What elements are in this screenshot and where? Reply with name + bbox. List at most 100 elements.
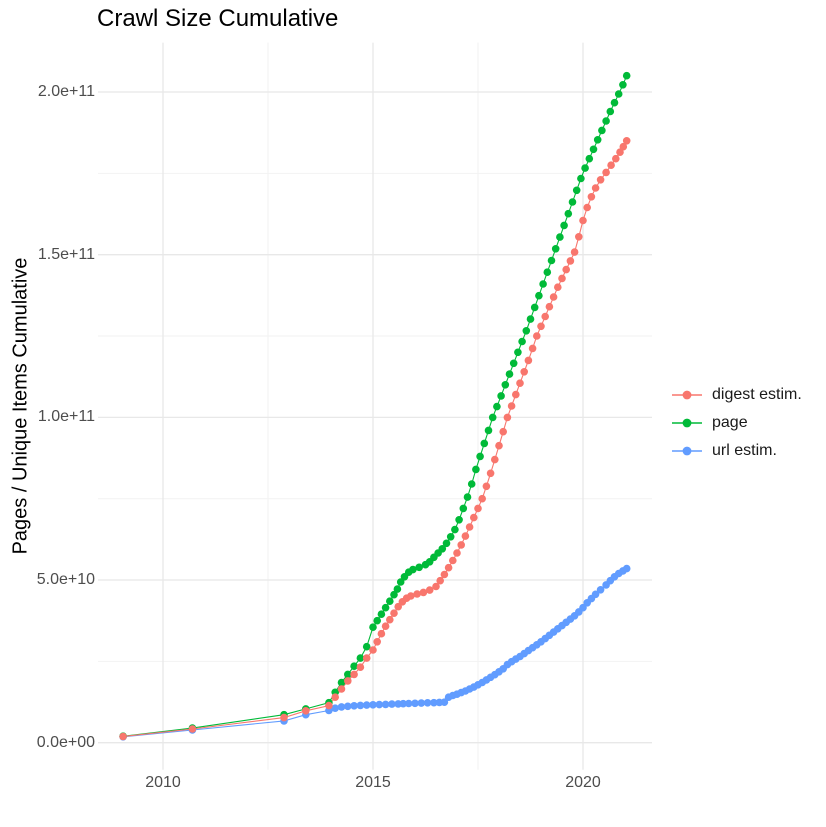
series-line-digest-estim [123, 140, 628, 738]
data-point [610, 98, 619, 107]
x-tick-label: 2015 [355, 774, 391, 791]
data-point [344, 670, 352, 679]
data-point [356, 654, 365, 662]
legend-item: url estim. [670, 437, 802, 465]
data-point [440, 570, 449, 579]
data-point [537, 322, 545, 331]
data-point [512, 390, 520, 399]
data-point [423, 699, 432, 707]
data-point [526, 315, 535, 323]
data-point [369, 623, 377, 631]
data-point [373, 638, 382, 646]
data-point [522, 327, 531, 335]
data-point [388, 700, 396, 708]
data-point [566, 257, 575, 265]
y-tick-label: 0.0e+00 [36, 733, 95, 751]
data-point [337, 678, 346, 687]
data-point [509, 359, 518, 368]
data-point [583, 203, 591, 212]
x-tick-label: 2010 [145, 774, 181, 791]
data-point [476, 452, 484, 461]
data-point [465, 523, 474, 531]
data-point [369, 701, 377, 709]
data-point [551, 245, 560, 253]
data-point [581, 164, 589, 172]
data-point [399, 699, 408, 708]
data-point [356, 701, 365, 710]
y-tick-label: 1.0e+11 [37, 408, 95, 426]
data-point [407, 592, 415, 600]
legend-key-icon [672, 390, 702, 400]
legend-item: page [670, 409, 802, 437]
data-point [362, 701, 371, 709]
data-point [539, 280, 547, 288]
data-point [547, 256, 556, 265]
data-point [377, 629, 386, 638]
data-point [491, 455, 499, 464]
data-point [606, 107, 615, 116]
data-point [442, 539, 451, 548]
data-point [459, 504, 468, 513]
data-point [524, 356, 533, 365]
data-point [436, 576, 445, 585]
legend-key-icon [672, 446, 702, 456]
data-point [325, 701, 333, 710]
data-point [362, 654, 371, 662]
data-point [417, 699, 426, 707]
data-point [350, 670, 358, 679]
data-point [501, 381, 510, 389]
data-point [484, 426, 493, 435]
data-point [470, 513, 478, 522]
data-point [396, 578, 405, 586]
data-point [619, 142, 628, 151]
data-point [413, 590, 421, 598]
data-point [535, 291, 543, 300]
gridlines-major [98, 42, 652, 770]
data-point [449, 556, 457, 565]
data-point [507, 402, 516, 410]
data-point [369, 646, 377, 654]
data-point [337, 703, 346, 711]
data-point [381, 700, 390, 709]
data-point [612, 154, 620, 163]
data-point [495, 441, 503, 450]
series-points-page [119, 71, 631, 740]
data-point [474, 504, 482, 513]
data-point [356, 663, 365, 671]
data-point [616, 148, 624, 156]
chart-title: Crawl Size Cumulative [97, 5, 339, 32]
data-point [558, 274, 566, 283]
data-point [602, 117, 610, 125]
data-point [622, 137, 631, 145]
data-point [528, 344, 537, 353]
data-point [493, 402, 501, 411]
data-point [188, 725, 197, 733]
data-point [596, 586, 605, 594]
y-axis-title: Pages / Unique Items Cumulative [9, 257, 32, 555]
data-point [505, 370, 514, 378]
data-point [564, 209, 573, 218]
legend: digest estim. page url estim. [670, 381, 802, 465]
y-tick-label: 5.0e+10 [36, 571, 95, 589]
data-point [598, 126, 606, 135]
data-point [560, 221, 568, 230]
data-point [119, 732, 127, 741]
data-point [302, 707, 310, 715]
data-point [589, 145, 598, 154]
data-point [377, 610, 386, 618]
data-point [331, 693, 340, 701]
data-point [411, 699, 419, 708]
gridlines-minor [98, 42, 652, 770]
data-point [373, 616, 382, 625]
data-point [499, 427, 508, 436]
data-point [331, 704, 340, 712]
data-point [478, 494, 487, 503]
data-point [622, 564, 631, 573]
data-point [386, 615, 394, 624]
data-point [562, 265, 570, 274]
series-points-digest-estim [119, 137, 631, 741]
data-point [350, 662, 358, 670]
data-point [375, 700, 384, 709]
data-point [568, 198, 577, 206]
